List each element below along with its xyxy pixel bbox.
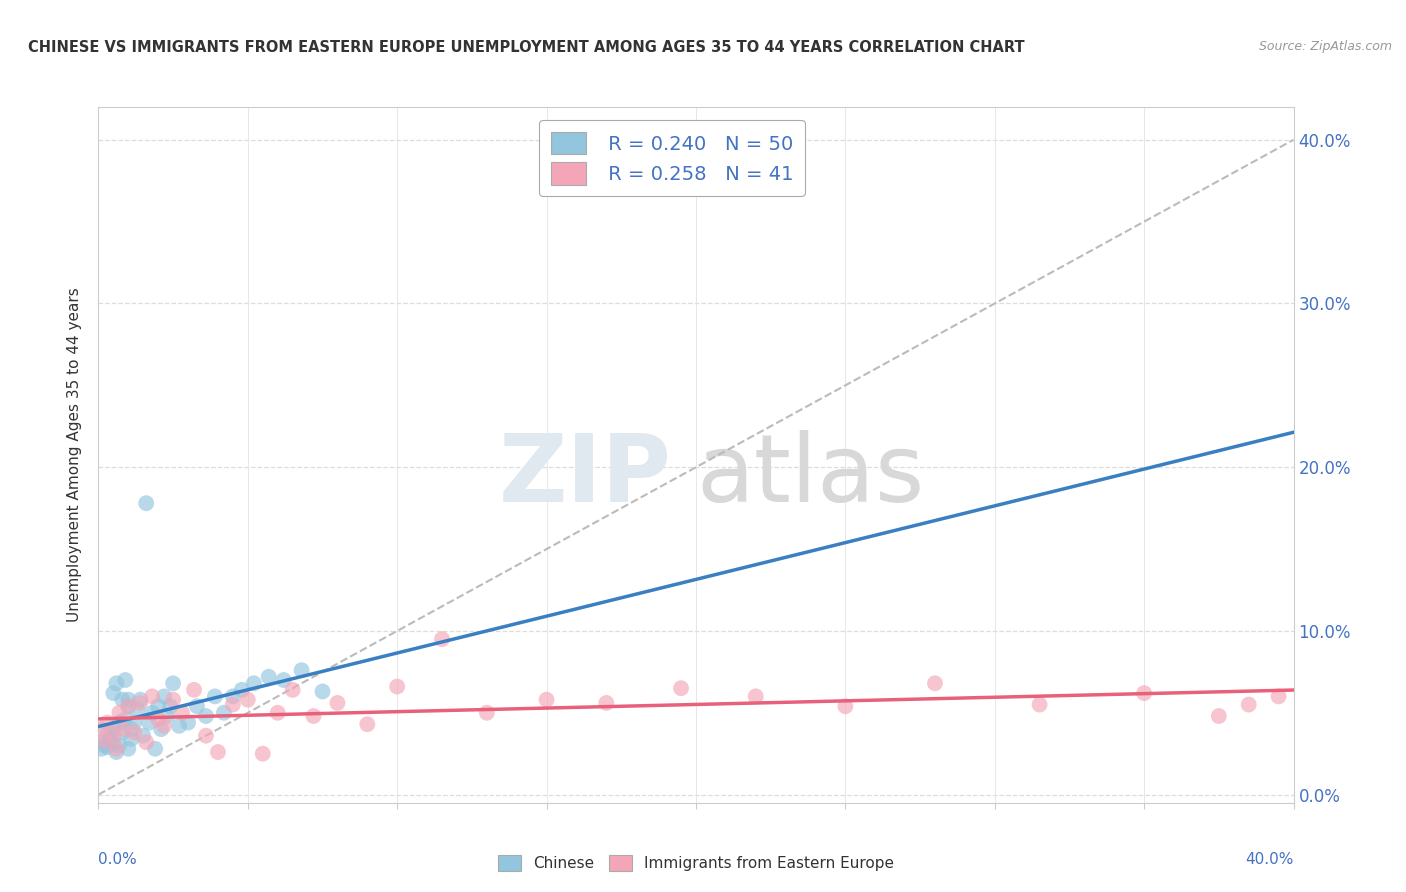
Point <box>204 690 226 704</box>
Point <box>186 699 208 714</box>
Point <box>103 737 125 751</box>
Point <box>117 699 139 714</box>
Point <box>120 731 142 746</box>
Point <box>117 692 139 706</box>
Point <box>311 684 333 698</box>
Point <box>153 690 176 704</box>
Point <box>103 722 125 736</box>
Point <box>273 673 295 687</box>
Point <box>124 725 146 739</box>
Point <box>595 696 617 710</box>
Text: 0.0%: 0.0% <box>98 852 138 866</box>
Point <box>93 735 115 749</box>
Point <box>124 715 146 730</box>
Text: 40.0%: 40.0% <box>1246 852 1294 866</box>
Point <box>98 733 122 747</box>
Point <box>162 692 184 706</box>
Point <box>90 722 112 736</box>
Point <box>1267 690 1289 704</box>
Point <box>117 699 139 714</box>
Point <box>93 733 115 747</box>
Point <box>96 740 118 755</box>
Point <box>138 715 160 730</box>
Point <box>212 706 235 720</box>
Point <box>108 706 131 720</box>
Point <box>108 715 131 730</box>
Point <box>129 692 152 706</box>
Point <box>148 712 170 726</box>
Point <box>1237 698 1260 712</box>
Point <box>167 719 190 733</box>
Point <box>114 673 136 687</box>
Point <box>108 739 131 753</box>
Point <box>195 729 218 743</box>
Point <box>195 709 218 723</box>
Point <box>385 680 409 694</box>
Point <box>291 663 314 677</box>
Y-axis label: Unemployment Among Ages 35 to 44 years: Unemployment Among Ages 35 to 44 years <box>67 287 83 623</box>
Point <box>745 690 768 704</box>
Point <box>1028 698 1050 712</box>
Point <box>135 496 157 510</box>
Point <box>105 745 128 759</box>
Point <box>111 725 134 739</box>
Point <box>302 709 325 723</box>
Point <box>924 676 946 690</box>
Point <box>93 739 115 753</box>
Point <box>127 702 149 716</box>
Point <box>536 692 558 706</box>
Point <box>111 722 134 736</box>
Point <box>162 676 184 690</box>
Point <box>135 735 157 749</box>
Point <box>98 731 122 745</box>
Text: atlas: atlas <box>696 430 924 522</box>
Text: CHINESE VS IMMIGRANTS FROM EASTERN EUROPE UNEMPLOYMENT AMONG AGES 35 TO 44 YEARS: CHINESE VS IMMIGRANTS FROM EASTERN EUROP… <box>28 40 1025 55</box>
Point <box>243 676 266 690</box>
Point <box>103 686 125 700</box>
Point <box>172 706 194 720</box>
Point <box>207 745 229 759</box>
Point <box>120 722 142 736</box>
Point <box>111 692 134 706</box>
Point <box>114 712 136 726</box>
Point <box>222 690 245 704</box>
Text: Source: ZipAtlas.com: Source: ZipAtlas.com <box>1258 40 1392 54</box>
Point <box>475 706 498 720</box>
Point <box>153 719 176 733</box>
Point <box>156 709 179 723</box>
Text: ZIP: ZIP <box>499 430 672 522</box>
Point <box>103 729 125 743</box>
Point <box>1133 686 1156 700</box>
Legend: Chinese, Immigrants from Eastern Europe: Chinese, Immigrants from Eastern Europe <box>489 847 903 879</box>
Point <box>96 715 118 730</box>
Point <box>222 698 245 712</box>
Point <box>231 682 253 697</box>
Point <box>177 715 200 730</box>
Point <box>148 699 170 714</box>
Point <box>834 699 856 714</box>
Point <box>150 722 173 736</box>
Point <box>430 632 453 646</box>
Point <box>159 699 181 714</box>
Point <box>267 706 290 720</box>
Point <box>1208 709 1230 723</box>
Point <box>117 741 139 756</box>
Point <box>105 741 128 756</box>
Point <box>96 725 118 739</box>
Point <box>669 681 692 696</box>
Point <box>141 706 163 720</box>
Point <box>141 690 163 704</box>
Point <box>132 729 155 743</box>
Point <box>252 747 274 761</box>
Point <box>105 676 128 690</box>
Point <box>236 692 259 706</box>
Point <box>129 696 152 710</box>
Point <box>90 741 112 756</box>
Point <box>183 682 205 697</box>
Point <box>281 682 304 697</box>
Point <box>257 670 280 684</box>
Point <box>356 717 378 731</box>
Point <box>143 741 166 756</box>
Point <box>326 696 349 710</box>
